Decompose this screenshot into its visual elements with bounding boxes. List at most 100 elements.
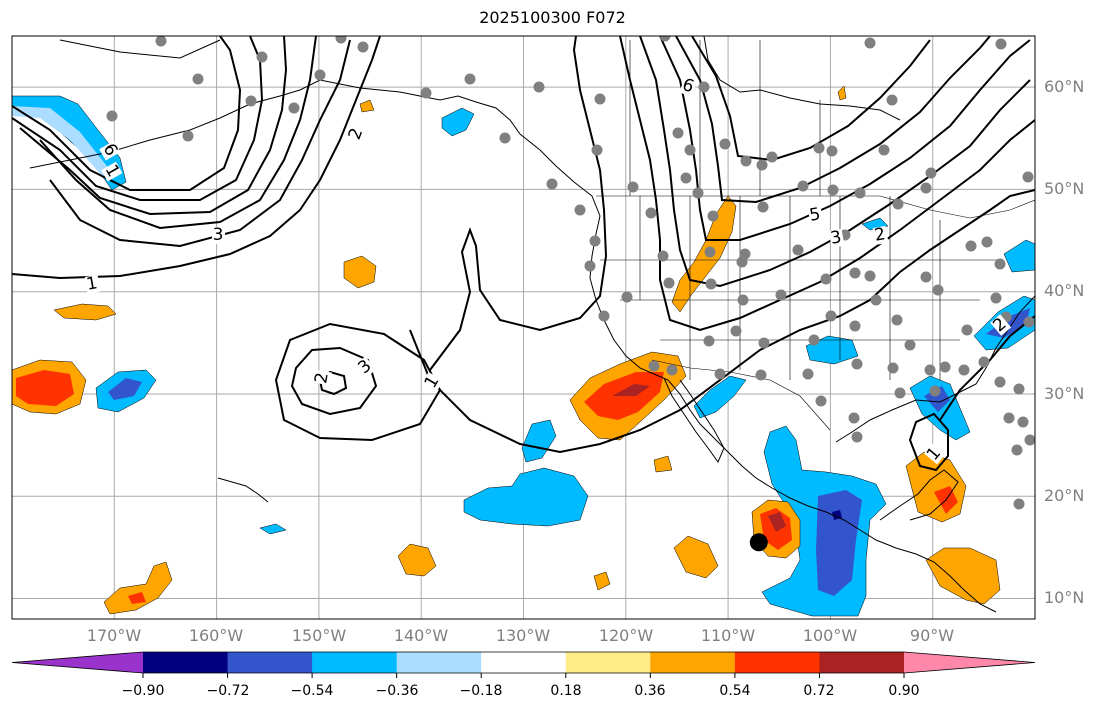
station-dot — [719, 138, 731, 150]
station-marker — [749, 533, 768, 552]
shade-pacmex-dred — [768, 512, 786, 532]
station-dot — [820, 273, 832, 285]
border-states-1 — [639, 196, 941, 380]
shade-pac-orange-4 — [343, 255, 377, 289]
station-dots — [106, 36, 1035, 510]
station-dot — [886, 94, 898, 106]
station-dot — [692, 187, 704, 199]
anomaly-shading — [12, 85, 1035, 617]
shade-baja-blue — [693, 375, 747, 419]
shade-rockies-orange — [671, 195, 737, 313]
colorbar-swatch — [143, 652, 229, 673]
station-dot — [920, 271, 932, 283]
station-dot — [533, 81, 545, 93]
lon-label-120w: 120°W — [598, 626, 654, 645]
station-dot — [256, 51, 268, 63]
station-dot — [737, 294, 749, 306]
station-dot — [740, 155, 752, 167]
station-dot — [932, 284, 944, 296]
station-dot — [848, 412, 860, 424]
contour-label: 2 — [311, 371, 333, 385]
lat-label-40: 40°N — [1044, 281, 1085, 300]
station-dot — [792, 244, 804, 256]
border-us-mexico — [651, 359, 831, 431]
contour-label-bg — [101, 161, 123, 182]
shade-hawaii-blue — [259, 523, 287, 535]
coast-baja — [663, 377, 725, 464]
colorbar-extend-min — [12, 652, 143, 673]
station-dot — [1023, 316, 1035, 328]
shade-small-orange-3 — [593, 571, 611, 591]
colorbar-swatch — [227, 652, 313, 673]
coast-alaska — [29, 79, 601, 217]
coast-alaska-north — [59, 39, 221, 59]
station-dot — [878, 144, 890, 156]
shade-pac-orange-6 — [359, 99, 375, 113]
station-dot — [707, 210, 719, 222]
contour-low-2 — [290, 346, 378, 416]
contour-label: 3 — [829, 227, 843, 249]
station-dot — [680, 172, 692, 184]
station-dot — [892, 198, 904, 210]
station-dot — [826, 145, 838, 157]
contour-label: 1 — [85, 273, 99, 295]
contour-label-bg — [212, 227, 225, 244]
contour-label-bg — [679, 76, 698, 97]
coast-hudson — [703, 36, 901, 121]
map-frame — [11, 35, 1036, 620]
station-dot — [756, 159, 768, 171]
contour-ridge-1 — [429, 36, 608, 371]
station-dot — [851, 358, 863, 370]
cbar-label-10: 0.90 — [888, 683, 920, 699]
station-dot — [755, 369, 767, 381]
station-dot — [335, 36, 347, 44]
station-dot — [594, 93, 606, 105]
contour-label-bg — [355, 356, 377, 378]
station-dot — [815, 395, 827, 407]
colorbar-extend-max — [904, 652, 1035, 673]
contours — [12, 36, 1035, 472]
lat-label-20: 20°N — [1044, 486, 1085, 505]
contour-label: 3 — [213, 225, 224, 245]
colorbar-swatch — [650, 652, 736, 673]
station-dot — [849, 267, 861, 279]
station-dot — [357, 41, 369, 53]
station-dot — [891, 314, 903, 326]
cbar-label-8: 0.54 — [719, 683, 751, 699]
station-dot — [920, 182, 932, 194]
cbar-label-5: −0.18 — [459, 683, 503, 699]
cbar-label-4: −0.36 — [375, 683, 419, 699]
station-dot — [589, 235, 601, 247]
station-dot — [766, 151, 778, 163]
station-dot — [574, 204, 586, 216]
coast-yucatan — [879, 469, 959, 521]
shade-mexico-dblue — [816, 490, 862, 596]
cbar-label-1: −0.90 — [121, 683, 165, 699]
colorbar-swatch — [481, 652, 567, 673]
station-dot — [797, 180, 809, 192]
lon-label-90w: 90°W — [909, 626, 955, 645]
station-dot — [705, 278, 717, 290]
cbar-label-9: 0.72 — [803, 683, 835, 699]
lon-label-140w: 140°W — [393, 626, 449, 645]
border-us-canada — [596, 195, 1035, 219]
contour-gulf-1 — [908, 412, 949, 472]
cbar-label-2: −0.72 — [206, 683, 250, 699]
contour-3-west — [39, 36, 317, 230]
shade-alaska-blue — [441, 107, 475, 137]
station-dot — [757, 201, 769, 213]
station-dot — [924, 364, 936, 376]
station-dot — [995, 38, 1007, 50]
shade-texas-blue — [805, 335, 859, 365]
station-dot — [698, 81, 710, 93]
station-dot — [802, 368, 814, 380]
shade-pac-orange-5 — [103, 561, 173, 615]
station-dot — [904, 339, 916, 351]
lat-label-60: 60°N — [1044, 77, 1085, 96]
cbar-label-6: 0.18 — [550, 683, 582, 699]
station-dot — [288, 102, 300, 114]
station-dot — [245, 95, 257, 107]
border-canada-prov — [629, 40, 821, 196]
contour-6-west — [12, 36, 242, 191]
